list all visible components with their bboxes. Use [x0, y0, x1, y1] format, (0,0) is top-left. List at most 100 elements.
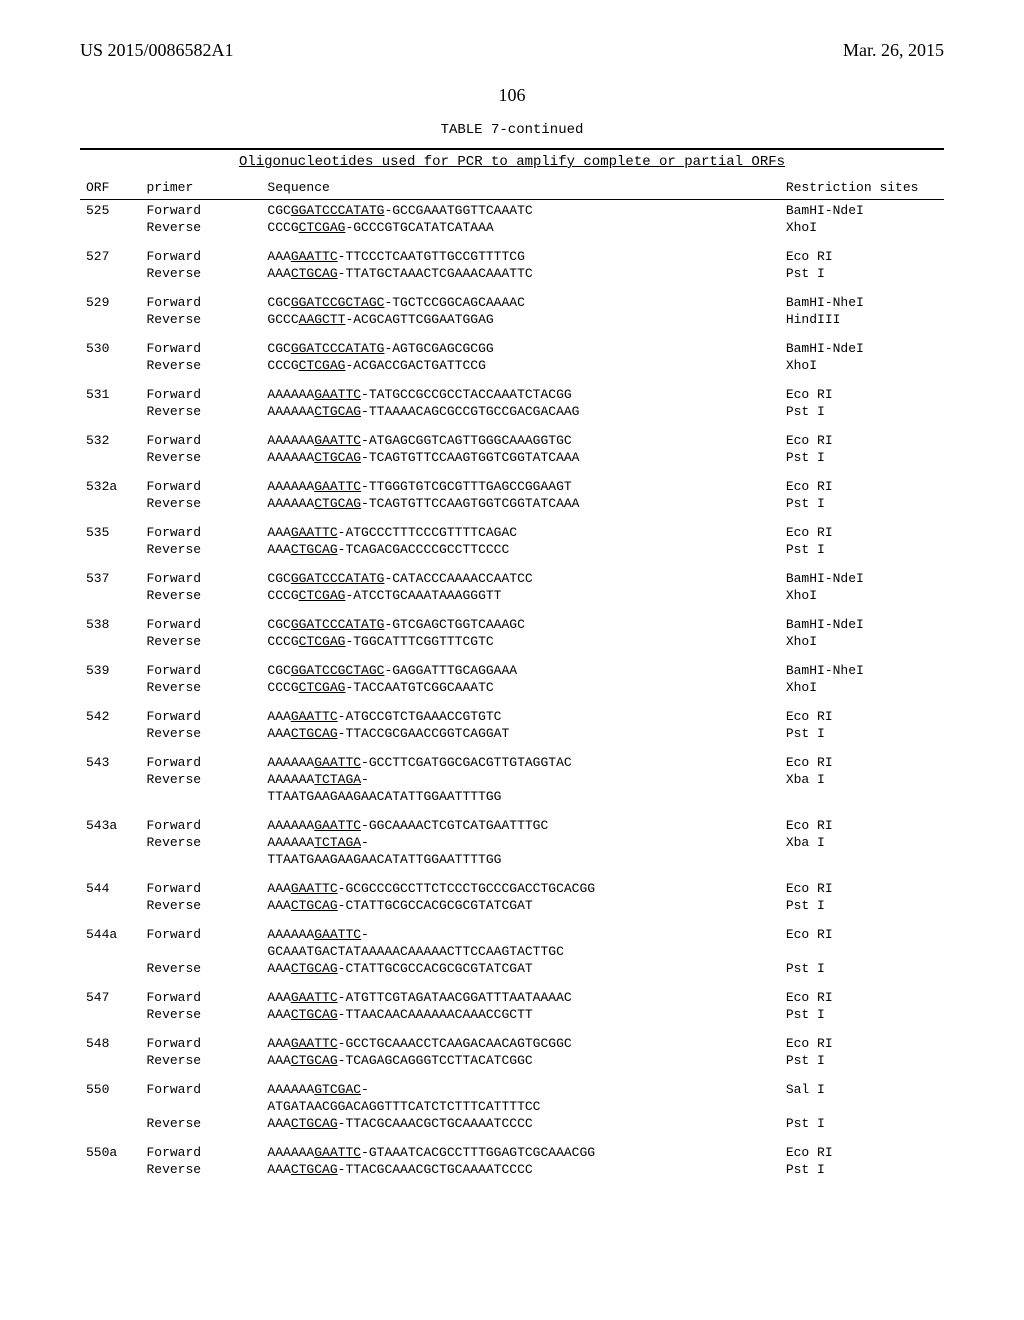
- table-row: 543aForwardAAAAAAGAATTC-GGCAAAACTCGTCATG…: [80, 817, 944, 834]
- cell-orf: 532a: [80, 478, 140, 495]
- cell-primer: Forward: [140, 616, 261, 633]
- group-spacer: [80, 558, 944, 570]
- cell-orf: [80, 771, 140, 788]
- cell-restriction: XhoI: [780, 219, 944, 236]
- cell-restriction: Eco RI: [780, 817, 944, 834]
- cell-primer: Reverse: [140, 219, 261, 236]
- table-row: ReverseCCCGCTCGAG-ACGACCGACTGATTCCGXhoI: [80, 357, 944, 374]
- cell-primer: Reverse: [140, 1115, 261, 1132]
- cell-orf: [80, 311, 140, 328]
- cell-restriction: Eco RI: [780, 478, 944, 495]
- cell-restriction: XhoI: [780, 587, 944, 604]
- cell-primer: Reverse: [140, 495, 261, 512]
- cell-primer: Reverse: [140, 311, 261, 328]
- cell-primer: Forward: [140, 662, 261, 679]
- cell-primer: Reverse: [140, 1052, 261, 1069]
- publication-number: US 2015/0086582A1: [80, 40, 234, 61]
- cell-orf: 548: [80, 1035, 140, 1052]
- cell-orf: [80, 449, 140, 466]
- col-orf: ORF: [80, 178, 140, 197]
- cell-restriction: Pst I: [780, 1161, 944, 1178]
- cell-sequence: AAAAAAGAATTC-TTGGGTGTCGCGTTTGAGCCGGAAGT: [261, 478, 779, 495]
- table-row: 530ForwardCGCGGATCCCATATG-AGTGCGAGCGCGGB…: [80, 340, 944, 357]
- group-spacer: [80, 282, 944, 294]
- page-number: 106: [80, 85, 944, 106]
- table-row: 538ForwardCGCGGATCCCATATG-GTCGAGCTGGTCAA…: [80, 616, 944, 633]
- cell-orf: [80, 1006, 140, 1023]
- cell-sequence: CCCGCTCGAG-GCCCGTGCATATCATAAA: [261, 219, 779, 236]
- cell-primer: Forward: [140, 754, 261, 771]
- table-body: 525ForwardCGCGGATCCCATATG-GCCGAAATGGTTCA…: [80, 202, 944, 1178]
- table-row: 543ForwardAAAAAAGAATTC-GCCTTCGATGGCGACGT…: [80, 754, 944, 771]
- cell-restriction: Eco RI: [780, 1035, 944, 1052]
- cell-sequence: CCCGCTCGAG-TACCAATGTCGGCAAATC: [261, 679, 779, 696]
- table-row: ReverseAAAAAACTGCAG-TTAAAACAGCGCCGTGCCGA…: [80, 403, 944, 420]
- table-row: 547ForwardAAAGAATTC-ATGTTCGTAGATAACGGATT…: [80, 989, 944, 1006]
- cell-primer: Reverse: [140, 587, 261, 604]
- cell-orf: [80, 219, 140, 236]
- table-row: ReverseCCCGCTCGAG-GCCCGTGCATATCATAAAXhoI: [80, 219, 944, 236]
- cell-orf: [80, 357, 140, 374]
- cell-orf: [80, 541, 140, 558]
- cell-restriction: Eco RI: [780, 708, 944, 725]
- group-spacer: [80, 1069, 944, 1081]
- cell-restriction: Pst I: [780, 897, 944, 914]
- cell-restriction: Pst I: [780, 449, 944, 466]
- cell-orf: [80, 1115, 140, 1132]
- cell-sequence: AAACTGCAG-TCAGACGACCCCGCCTTCCCC: [261, 541, 779, 558]
- cell-sequence: AAACTGCAG-TCAGAGCAGGGTCCTTACATCGGC: [261, 1052, 779, 1069]
- table-row: ReverseCCCGCTCGAG-TGGCATTTCGGTTTCGTCXhoI: [80, 633, 944, 650]
- cell-sequence: AAAGAATTC-ATGCCGTCTGAAACCGTGTC: [261, 708, 779, 725]
- cell-orf: [80, 403, 140, 420]
- cell-primer: Forward: [140, 570, 261, 587]
- table-row: ReverseAAACTGCAG-TTACCGCGAACCGGTCAGGATPs…: [80, 725, 944, 742]
- cell-orf: 550: [80, 1081, 140, 1098]
- cell-restriction: Pst I: [780, 403, 944, 420]
- table-rule-header: [80, 199, 944, 200]
- cell-restriction: Pst I: [780, 1052, 944, 1069]
- cell-orf: 538: [80, 616, 140, 633]
- table-row: 539ForwardCGCGGATCCGCTAGC-GAGGATTTGCAGGA…: [80, 662, 944, 679]
- cell-restriction: Pst I: [780, 960, 944, 977]
- cell-primer: Forward: [140, 1081, 261, 1098]
- table-row: ReverseAAAAAATCTAGA-Xba I: [80, 771, 944, 788]
- cell-orf: [80, 587, 140, 604]
- cell-sequence: AAAAAACTGCAG-TCAGTGTTCCAAGTGGTCGGTATCAAA: [261, 449, 779, 466]
- cell-primer: Forward: [140, 386, 261, 403]
- cell-sequence: AAAAAATCTAGA-: [261, 834, 779, 851]
- cell-primer: Reverse: [140, 541, 261, 558]
- table-row: ReverseAAACTGCAG-TTACGCAAACGCTGCAAAATCCC…: [80, 1115, 944, 1132]
- cell-restriction: Eco RI: [780, 524, 944, 541]
- cell-orf: [80, 495, 140, 512]
- table-row: 527ForwardAAAGAATTC-TTCCCTCAATGTTGCCGTTT…: [80, 248, 944, 265]
- cell-sequence-continuation: TTAATGAAGAAGAACATATTGGAATTTTGG: [261, 788, 779, 805]
- cell-primer: Forward: [140, 202, 261, 219]
- table-row: ReverseAAACTGCAG-CTATTGCGCCACGCGCGTATCGA…: [80, 897, 944, 914]
- cell-primer: Forward: [140, 524, 261, 541]
- table-row: ReverseAAAAAACTGCAG-TCAGTGTTCCAAGTGGTCGG…: [80, 495, 944, 512]
- cell-restriction: Pst I: [780, 495, 944, 512]
- group-spacer: [80, 1023, 944, 1035]
- cell-sequence: AAAAAATCTAGA-: [261, 771, 779, 788]
- cell-orf: [80, 725, 140, 742]
- table-row: 550ForwardAAAAAAGTCGAC-Sal I: [80, 1081, 944, 1098]
- cell-sequence: AAAAAAGTCGAC-: [261, 1081, 779, 1098]
- group-spacer: [80, 805, 944, 817]
- table-row: ReverseGCCCAAGCTT-ACGCAGTTCGGAATGGAGHind…: [80, 311, 944, 328]
- cell-restriction: Eco RI: [780, 754, 944, 771]
- table-row: 525ForwardCGCGGATCCCATATG-GCCGAAATGGTTCA…: [80, 202, 944, 219]
- cell-sequence: AAAAAAGAATTC-TATGCCGCCGCCTACCAAATCTACGG: [261, 386, 779, 403]
- publication-date: Mar. 26, 2015: [843, 40, 944, 61]
- cell-sequence: AAAGAATTC-ATGCCCTTTCCCGTTTTCAGAC: [261, 524, 779, 541]
- group-spacer: [80, 512, 944, 524]
- table-row: ReverseAAAAAACTGCAG-TCAGTGTTCCAAGTGGTCGG…: [80, 449, 944, 466]
- table-rule-top: [80, 148, 944, 150]
- cell-restriction: Eco RI: [780, 432, 944, 449]
- col-seq: Sequence: [261, 178, 779, 197]
- table-row: 542ForwardAAAGAATTC-ATGCCGTCTGAAACCGTGTC…: [80, 708, 944, 725]
- table-row: 537ForwardCGCGGATCCCATATG-CATACCCAAAACCA…: [80, 570, 944, 587]
- cell-restriction: Pst I: [780, 1115, 944, 1132]
- cell-primer: Forward: [140, 817, 261, 834]
- col-primer: primer: [140, 178, 261, 197]
- cell-orf: [80, 633, 140, 650]
